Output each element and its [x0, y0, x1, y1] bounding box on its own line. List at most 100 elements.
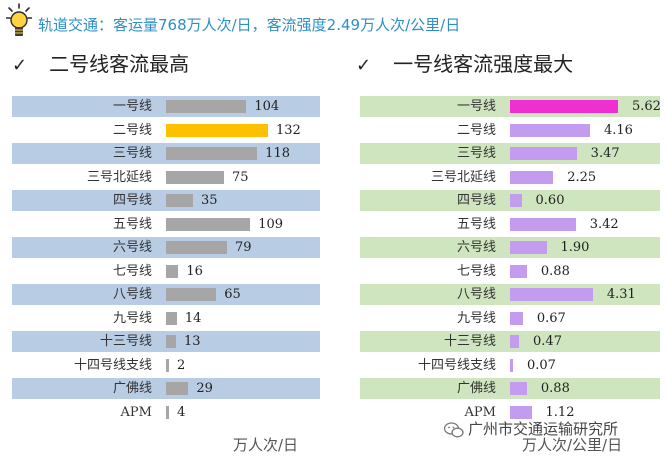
chart-row: 十三号线 13	[12, 331, 320, 352]
value-label: 0.67	[536, 310, 566, 326]
chart-row: 十三号线 0.47	[360, 331, 660, 352]
value-label: 132	[276, 122, 301, 138]
value-label: 75	[231, 169, 249, 185]
value-label: 0.60	[535, 193, 565, 208]
category-label: 五号线	[112, 216, 152, 232]
bar	[510, 170, 554, 184]
bar	[510, 311, 523, 325]
chart-row: 八号线 4.31	[360, 284, 660, 305]
headline: 轨道交通：客运量768万人次/日，客流强度2.49万人次/公里/日	[38, 16, 461, 34]
left-chart-unit: 万人次/日	[233, 436, 299, 454]
value-label: 1.12	[545, 404, 575, 420]
left-bar-chart: 一号线 104 二号线 132 三号线 118 三号北延线 75 四号线 35 五号线 109 六号线 7…	[12, 96, 320, 432]
chart-row: 七号线 0.88	[360, 261, 660, 282]
category-label: 一号线	[456, 99, 496, 114]
bar	[166, 100, 247, 113]
category-label: 四号线	[456, 193, 496, 208]
chart-row: 四号线 35	[12, 190, 320, 211]
bar	[510, 264, 527, 278]
value-label: 118	[265, 146, 290, 161]
chart-row: 四号线 0.60	[360, 190, 660, 211]
chart-row: 五号线 3.42	[360, 214, 660, 235]
chart-row: 三号北延线 2.25	[360, 167, 660, 188]
category-label: 十四号线支线	[417, 357, 496, 373]
chart-row: 二号线 132	[12, 120, 320, 141]
category-label: 三号线	[456, 146, 496, 161]
value-label: 14	[184, 310, 202, 326]
bar	[166, 382, 189, 395]
chart-row: 三号线 3.47	[360, 143, 660, 164]
value-label: 109	[258, 216, 284, 232]
chart-row: APM 1.12	[360, 402, 660, 423]
chart-row: 六号线 79	[12, 237, 320, 258]
category-label: 十三号线	[443, 334, 496, 349]
value-label: 0.88	[540, 263, 570, 279]
lightbulb-icon	[6, 3, 32, 36]
category-label: 一号线	[112, 99, 152, 114]
bar	[510, 288, 593, 301]
bar	[510, 147, 577, 160]
bar	[166, 217, 251, 231]
bar	[510, 194, 522, 207]
right-bar-chart: 一号线 5.62 二号线 4.16 三号线 3.47 三号北延线 2.25 四号线 0.60 五号线…	[360, 96, 661, 432]
source-credit: 广州市交通运输研究所	[444, 418, 618, 439]
category-label: 六号线	[112, 240, 152, 255]
bar	[510, 241, 547, 254]
bar	[166, 311, 177, 325]
bar	[166, 288, 217, 301]
value-label: 0.47	[533, 334, 562, 349]
value-label: 4	[177, 404, 186, 420]
bar	[166, 170, 224, 184]
chart-row: 九号线 14	[12, 308, 320, 329]
value-label: 2	[177, 357, 186, 373]
value-label: 13	[184, 334, 201, 349]
value-label: 3.42	[589, 216, 619, 232]
category-label: 八号线	[112, 287, 152, 302]
value-label: 0.07	[527, 357, 556, 373]
chart-row: 三号北延线 75	[12, 167, 320, 188]
value-label: 5.62	[632, 99, 661, 114]
value-label: 1.90	[560, 240, 590, 255]
category-label: 三号北延线	[430, 169, 496, 185]
category-label: 二号线	[112, 122, 152, 138]
category-label: 三号北延线	[86, 169, 152, 185]
right-chart-unit: 万人次/公里/日	[522, 436, 623, 454]
left-chart-subtitle: ✓ 二号线客流最高	[12, 48, 189, 77]
source-text: 广州市交通运输研究所	[468, 420, 619, 438]
left-chart-title: 二号线客流最高	[49, 52, 190, 76]
category-label: 五号线	[456, 216, 496, 232]
wechat-icon	[444, 421, 464, 437]
category-label: 广佛线	[112, 381, 152, 396]
bar	[510, 100, 618, 113]
chart-row: 一号线 5.62	[360, 96, 661, 117]
bar	[166, 123, 268, 137]
bar	[510, 405, 532, 419]
chart-row: 广佛线 29	[12, 378, 320, 399]
category-label: APM	[464, 404, 496, 420]
check-icon: ✓	[12, 55, 28, 76]
category-label: 广佛线	[456, 381, 496, 396]
value-label: 4.16	[603, 122, 633, 138]
check-icon: ✓	[356, 55, 372, 76]
value-label: 104	[254, 99, 280, 114]
category-label: 七号线	[112, 263, 152, 279]
value-label: 0.88	[540, 381, 570, 396]
chart-row: 十四号线支线 2	[12, 355, 320, 376]
category-label: 三号线	[112, 146, 152, 161]
right-chart-subtitle: ✓ 一号线客流强度最大	[356, 48, 573, 77]
chart-row: 广佛线 0.88	[360, 378, 660, 399]
value-label: 16	[186, 263, 203, 279]
chart-row: 三号线 118	[12, 143, 320, 164]
bar	[510, 217, 576, 231]
value-label: 4.31	[606, 287, 636, 302]
bar	[166, 194, 194, 207]
value-label: 29	[196, 381, 213, 396]
category-label: 七号线	[456, 263, 496, 279]
category-label: 十三号线	[99, 334, 152, 349]
right-chart-title: 一号线客流强度最大	[393, 52, 574, 76]
value-label: 35	[201, 193, 218, 208]
chart-row: 八号线 65	[12, 284, 320, 305]
category-label: 九号线	[456, 310, 496, 326]
value-label: 65	[224, 287, 241, 302]
header: 轨道交通：客运量768万人次/日，客流强度2.49万人次/公里/日	[0, 0, 666, 48]
